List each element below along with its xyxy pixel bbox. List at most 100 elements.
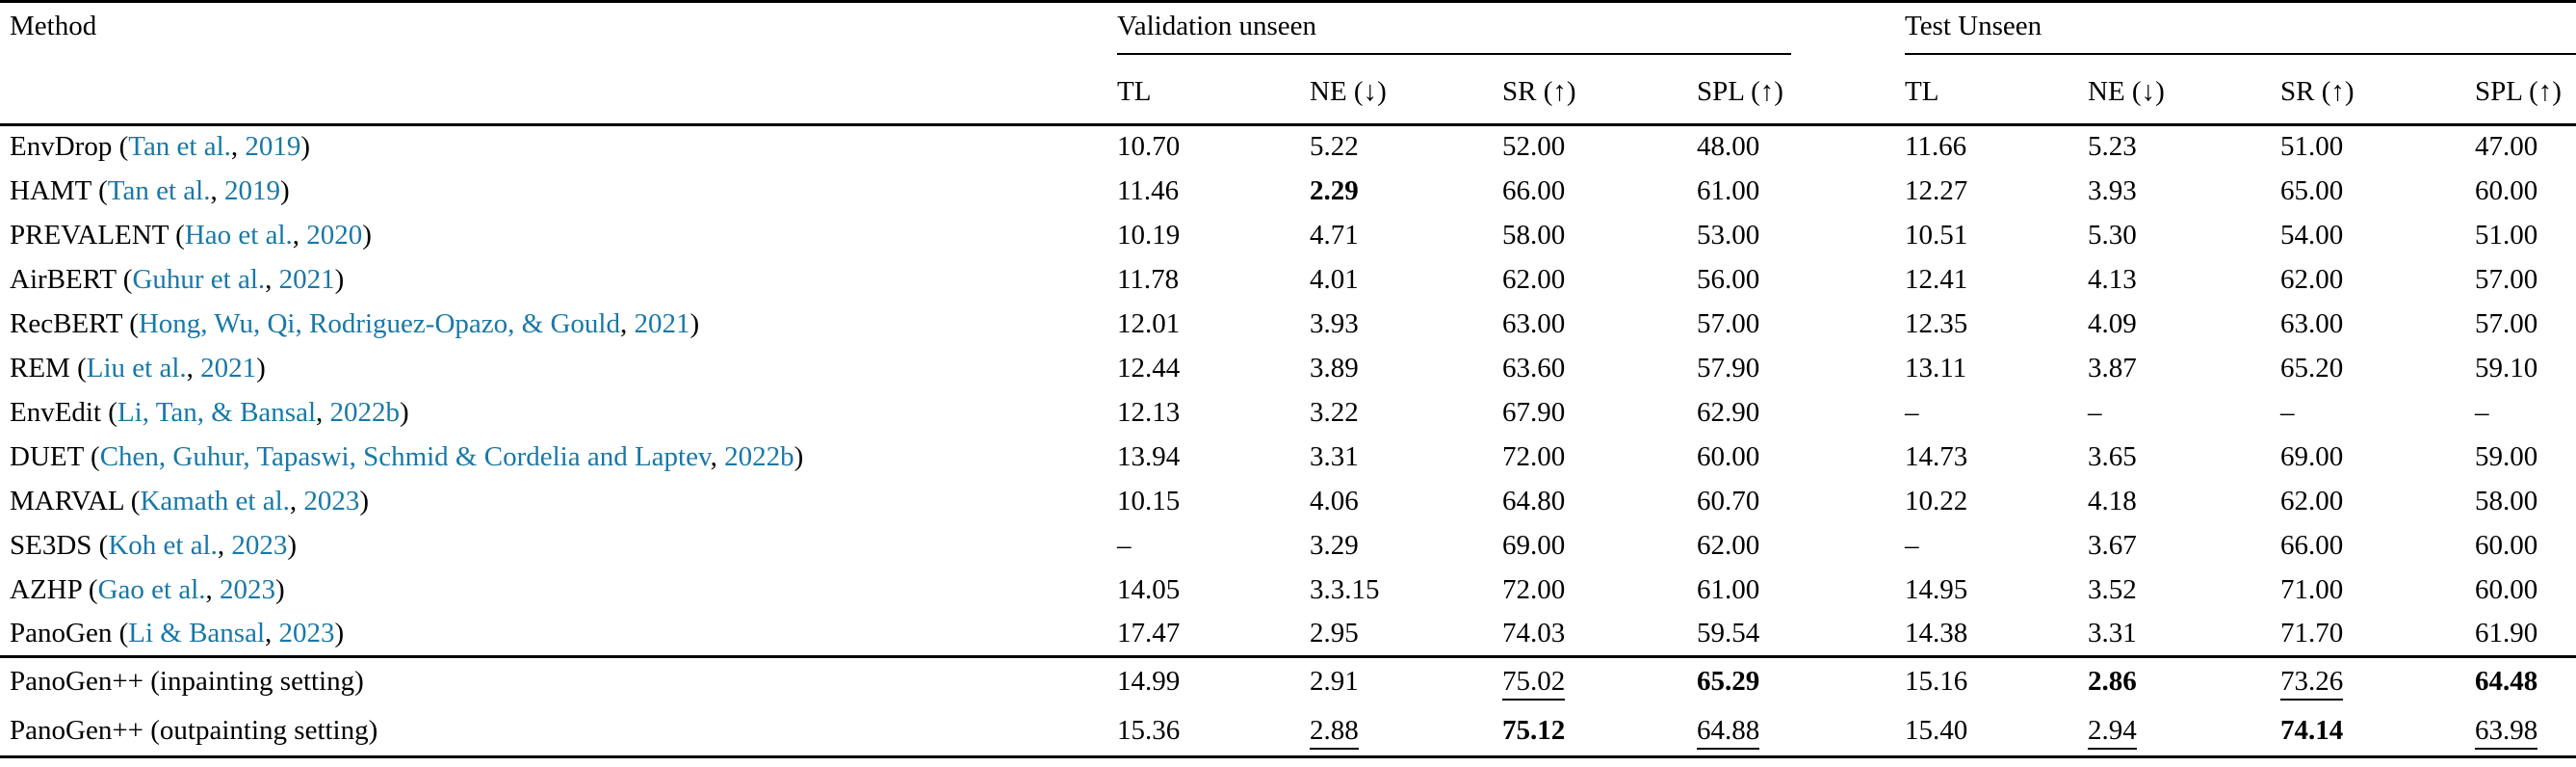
citation-year-link[interactable]: 2023 [297, 485, 360, 516]
cell-test-sr: – [2280, 391, 2475, 436]
method-name: EnvEdit [10, 396, 102, 428]
cell-val-ne: 3.22 [1310, 391, 1502, 436]
method-cell: PREVALENT (Hao et al., 2020) [10, 219, 372, 251]
citation-year-link[interactable]: 2020 [299, 219, 363, 251]
table-row: EnvDrop (Tan et al., 2019) 10.70 5.22 52.00… [0, 125, 2576, 170]
cell-val-spl: 57.90 [1697, 347, 1905, 391]
citation-year-link[interactable]: 2021 [272, 263, 335, 295]
cell-test-spl: 58.00 [2475, 480, 2576, 524]
cell-val-tl: 12.01 [1117, 303, 1310, 347]
metric-value: 60.00 [1697, 440, 1760, 472]
metric-value: 71.70 [2280, 617, 2344, 648]
metric-value: 51.00 [2475, 219, 2538, 251]
cell-val-ne: 4.01 [1310, 258, 1502, 303]
citation-year-link[interactable]: 2023 [212, 573, 275, 605]
cell-val-ne: 3.29 [1310, 524, 1502, 569]
cell-test-sr: 74.14 [2280, 707, 2475, 757]
citation-link[interactable]: Chen, Guhur, Tapaswi, Schmid & Cordelia … [99, 440, 711, 472]
cell-test-sr: 69.00 [2280, 436, 2475, 480]
cell-test-ne: 3.67 [2088, 524, 2280, 569]
metric-value: 5.23 [2088, 131, 2137, 163]
citation-link[interactable]: Liu et al. [86, 352, 187, 384]
metric-value: 59.00 [2475, 440, 2538, 472]
metric-value: 3.52 [2088, 573, 2137, 605]
metric-value: 11.66 [1905, 131, 1967, 163]
citation-link[interactable]: Li & Bansal [128, 617, 266, 648]
citation-year-link[interactable]: 2023 [272, 617, 335, 648]
metric-value: 63.98 [2475, 714, 2538, 750]
method-cell: DUET (Chen, Guhur, Tapaswi, Schmid & Cor… [10, 440, 804, 472]
metric-value: – [1117, 529, 1132, 561]
method-name: PanoGen++ (outpainting setting) [10, 714, 378, 746]
citation-link[interactable]: Kamath et al. [140, 485, 290, 516]
cell-val-tl: 15.36 [1117, 707, 1310, 757]
column-header-test-sr: SR (↑) [2280, 61, 2475, 126]
metric-value: 11.78 [1117, 263, 1180, 295]
cell-test-ne: 3.87 [2088, 347, 2280, 391]
column-header-val-sr: SR (↑) [1502, 61, 1697, 126]
metric-value: 56.00 [1697, 263, 1760, 295]
cell-val-spl: 62.90 [1697, 391, 1905, 436]
metric-value: 2.88 [1310, 714, 1359, 750]
metric-value: 4.06 [1310, 485, 1359, 516]
metric-value: – [1905, 396, 1919, 428]
cell-test-spl: 51.00 [2475, 214, 2576, 258]
metric-value: 3.89 [1310, 352, 1359, 384]
table-row: PanoGen++ (inpainting setting) 14.99 2.91 7… [0, 655, 2576, 707]
method-cell: SE3DS (Koh et al., 2023) [10, 529, 298, 561]
cell-test-tl: 12.35 [1905, 303, 2088, 347]
citation-link[interactable]: Koh et al. [108, 529, 218, 561]
metric-value: 3.22 [1310, 396, 1359, 428]
metric-value: 65.00 [2280, 174, 2344, 206]
metric-value: 3.67 [2088, 529, 2137, 561]
method-cell: PanoGen (Li & Bansal, 2023) [10, 617, 345, 648]
citation-link[interactable]: Guhur et al. [132, 263, 266, 295]
metric-value: 13.11 [1905, 352, 1967, 384]
metric-value: 10.70 [1117, 131, 1181, 163]
citation-link[interactable]: Li, Tan, & Bansal [117, 396, 317, 428]
cell-test-sr: 73.26 [2280, 655, 2475, 707]
metric-value: 62.00 [1502, 263, 1566, 295]
citation-year-link[interactable]: 2021 [193, 352, 257, 384]
method-name: PanoGen [10, 617, 113, 648]
table-row: MARVAL (Kamath et al., 2023) 10.15 4.06 64.… [0, 480, 2576, 524]
metric-value: 4.09 [2088, 307, 2137, 339]
cell-val-spl: 61.00 [1697, 170, 1905, 214]
cell-val-ne: 2.88 [1310, 707, 1502, 757]
metric-value: 65.20 [2280, 352, 2344, 384]
table-row: AirBERT (Guhur et al., 2021) 11.78 4.01 62.… [0, 258, 2576, 303]
metric-value: 10.19 [1117, 219, 1181, 251]
metric-value: 3.31 [1310, 440, 1359, 472]
metric-value: 57.00 [2475, 263, 2538, 295]
cell-test-tl: – [1905, 391, 2088, 436]
citation-year-link[interactable]: 2022b [323, 396, 401, 428]
citation-year-link[interactable]: 2019 [238, 131, 301, 163]
cell-val-tl: 12.13 [1117, 391, 1310, 436]
citation-link[interactable]: Gao et al. [97, 573, 206, 605]
citation-link[interactable]: Hao et al. [184, 219, 293, 251]
cell-val-sr: 64.80 [1502, 480, 1697, 524]
citation-year-link[interactable]: 2023 [224, 529, 288, 561]
citation-year-link[interactable]: 2019 [217, 174, 280, 206]
metric-value: 57.90 [1697, 352, 1760, 384]
cell-val-tl: 10.19 [1117, 214, 1310, 258]
metric-value: – [2475, 396, 2489, 428]
metric-value: 72.00 [1502, 440, 1566, 472]
cell-test-sr: 65.20 [2280, 347, 2475, 391]
citation-link[interactable]: Hong, Wu, Qi, Rodriguez-Opazo, & Gould [138, 307, 620, 339]
cell-test-spl: 61.90 [2475, 613, 2576, 657]
citation-year-link[interactable]: 2022b [716, 440, 794, 472]
metric-value: 60.00 [2475, 529, 2538, 561]
metric-value: 57.00 [2475, 307, 2538, 339]
table-row: PanoGen (Li & Bansal, 2023) 17.47 2.95 74.0… [0, 613, 2576, 657]
cell-val-spl: 60.00 [1697, 436, 1905, 480]
method-name: DUET [10, 440, 84, 472]
citation-year-link[interactable]: 2021 [627, 307, 690, 339]
metric-value: 12.13 [1117, 396, 1181, 428]
citation-link[interactable]: Tan et al. [128, 131, 231, 163]
metric-value: 47.00 [2475, 131, 2538, 163]
column-header-test-spl: SPL (↑) [2475, 61, 2576, 126]
cell-test-ne: 4.09 [2088, 303, 2280, 347]
citation-link[interactable]: Tan et al. [107, 174, 211, 206]
metric-value: 5.22 [1310, 131, 1359, 163]
